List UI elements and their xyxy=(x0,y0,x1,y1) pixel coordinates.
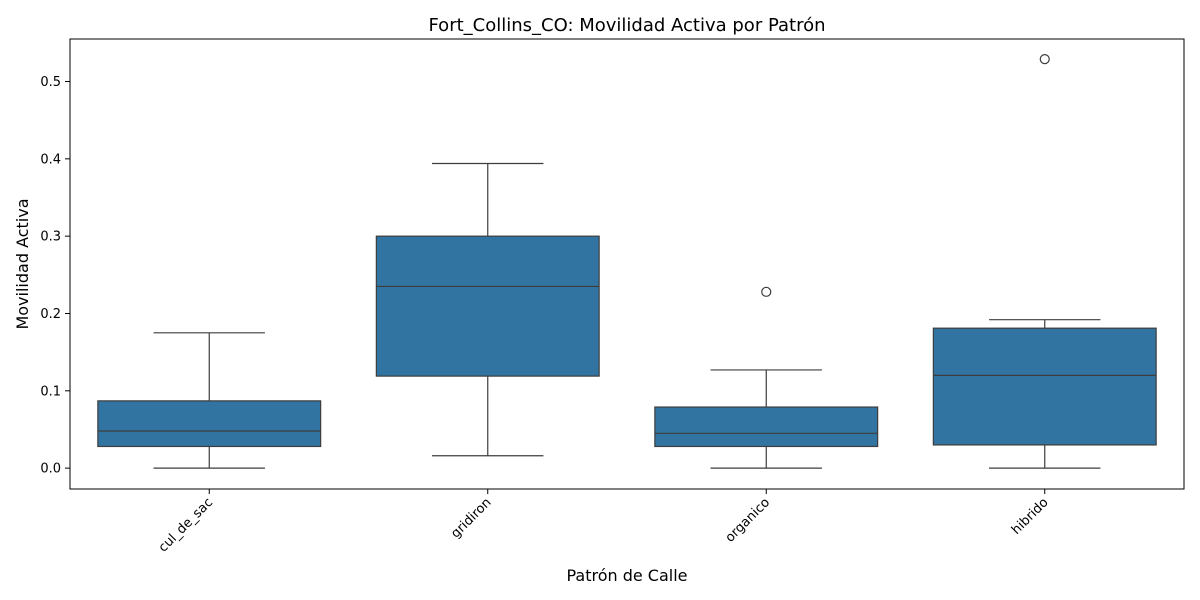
box-group xyxy=(932,54,1157,469)
y-tick-label: 0.0 xyxy=(40,462,61,477)
boxes-layer xyxy=(97,54,1157,469)
y-axis-label: Movilidad Activa xyxy=(13,198,32,329)
box-group xyxy=(97,332,322,469)
box-iqr xyxy=(375,235,600,377)
chart-title: Fort_Collins_CO: Movilidad Activa por Pa… xyxy=(428,15,825,36)
y-tick-label: 0.5 xyxy=(40,75,61,90)
box-iqr xyxy=(97,400,322,448)
box-iqr xyxy=(932,327,1157,446)
y-tick-label: 0.3 xyxy=(40,230,61,245)
outlier-point xyxy=(1039,54,1050,65)
outlier-point xyxy=(761,286,772,297)
box-iqr xyxy=(654,406,879,448)
box-group xyxy=(654,286,879,469)
y-tick-label: 0.1 xyxy=(40,384,61,399)
y-tick-label: 0.4 xyxy=(40,152,61,167)
y-tick-label: 0.2 xyxy=(40,307,61,322)
box-group xyxy=(375,162,600,457)
plot-frame xyxy=(69,38,1185,490)
x-axis-label: Patrón de Calle xyxy=(566,566,687,585)
